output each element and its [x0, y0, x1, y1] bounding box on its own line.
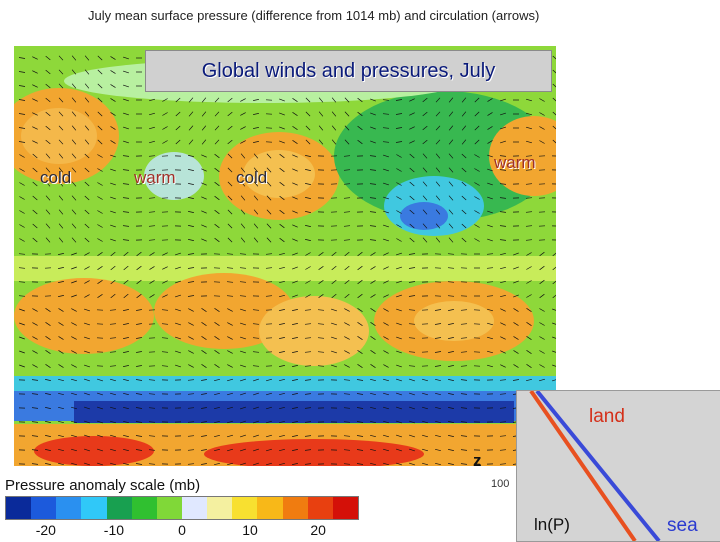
scale-title: Pressure anomaly scale (mb): [5, 477, 200, 494]
scale-swatch: [81, 497, 106, 519]
slide-title: Global winds and pressures, July: [145, 50, 552, 92]
equatorial-band: [14, 256, 556, 281]
pressure-map: [14, 46, 556, 466]
scale-swatch: [107, 497, 132, 519]
scale-swatch: [31, 497, 56, 519]
scale-tick-label: 10: [242, 522, 258, 538]
land-label: land: [589, 406, 625, 428]
scale-swatch: [157, 497, 182, 519]
label-warm-1: warm: [134, 168, 176, 188]
scale-swatch: [333, 497, 358, 519]
south-africa-high: [259, 296, 369, 366]
label-cold-east: cold: [236, 168, 267, 188]
scale-swatch: [132, 497, 157, 519]
indian-ocean-high-core: [414, 301, 494, 341]
sea-label: sea: [667, 515, 698, 537]
label-cold-west: cold: [40, 168, 71, 188]
ln-p-axis-label: ln(P): [534, 515, 570, 535]
scale-tick-label: -10: [104, 522, 124, 538]
scale-tick-labels: -20 -10 0 10 20: [5, 522, 359, 538]
scale-tick-label: 0: [178, 522, 186, 538]
figure-title: July mean surface pressure (difference f…: [88, 8, 539, 23]
antarctic-high-core-west: [34, 436, 154, 466]
south-asian-low-core: [400, 202, 448, 230]
scale-swatch: [308, 497, 333, 519]
scale-swatch: [56, 497, 81, 519]
tick-100-label: 100: [491, 478, 509, 490]
pressure-map-graphic: [14, 46, 556, 466]
scale-swatch: [232, 497, 257, 519]
z-axis-label: z: [473, 451, 482, 471]
north-pacific-high-west-core: [21, 108, 97, 164]
scale-swatch: [6, 497, 31, 519]
scale-tick-label: -20: [36, 522, 56, 538]
color-scale-bar: [5, 496, 359, 520]
scale-swatch: [207, 497, 232, 519]
south-pacific-high-west: [14, 278, 154, 354]
label-warm-2: warm: [494, 153, 536, 173]
scale-swatch: [257, 497, 282, 519]
scale-swatch: [182, 497, 207, 519]
scale-swatch: [283, 497, 308, 519]
southern-low-band-core: [74, 401, 514, 423]
scale-tick-label: 20: [310, 522, 326, 538]
